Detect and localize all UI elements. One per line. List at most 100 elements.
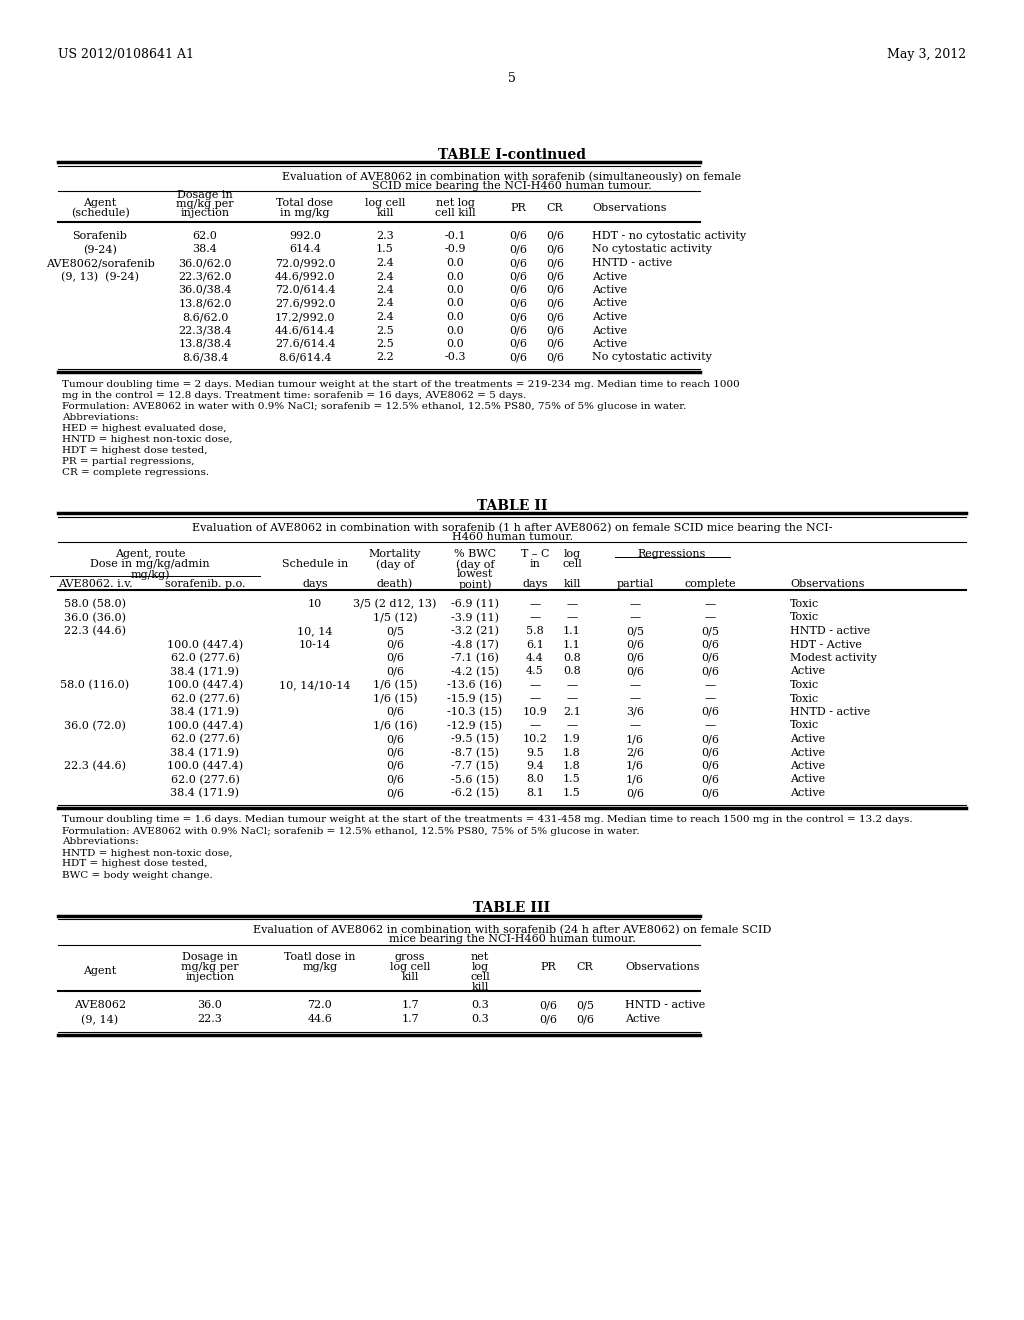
Text: 36.0: 36.0	[198, 1001, 222, 1011]
Text: (9, 14): (9, 14)	[82, 1015, 119, 1024]
Text: HNTD = highest non-toxic dose,: HNTD = highest non-toxic dose,	[62, 436, 232, 444]
Text: Active: Active	[592, 326, 627, 335]
Text: 0/6: 0/6	[386, 667, 404, 676]
Text: 0/6: 0/6	[546, 339, 564, 348]
Text: 9.5: 9.5	[526, 747, 544, 758]
Text: HDT = highest dose tested,: HDT = highest dose tested,	[62, 859, 208, 869]
Text: 2.5: 2.5	[376, 326, 394, 335]
Text: 36.0/38.4: 36.0/38.4	[178, 285, 231, 294]
Text: 0/6: 0/6	[701, 639, 719, 649]
Text: —: —	[529, 680, 541, 690]
Text: 0/6: 0/6	[509, 257, 527, 268]
Text: days: days	[302, 579, 328, 589]
Text: Toxic: Toxic	[790, 693, 819, 704]
Text: Active: Active	[592, 312, 627, 322]
Text: mice bearing the NCI-H460 human tumour.: mice bearing the NCI-H460 human tumour.	[389, 935, 635, 945]
Text: HDT = highest dose tested,: HDT = highest dose tested,	[62, 446, 208, 455]
Text: HED = highest evaluated dose,: HED = highest evaluated dose,	[62, 424, 226, 433]
Text: 1.5: 1.5	[563, 788, 581, 799]
Text: 72.0: 72.0	[307, 1001, 333, 1011]
Text: 0.0: 0.0	[446, 298, 464, 309]
Text: 62.0: 62.0	[193, 231, 217, 242]
Text: 0/5: 0/5	[386, 626, 404, 636]
Text: 4.5: 4.5	[526, 667, 544, 676]
Text: log: log	[471, 961, 488, 972]
Text: 992.0: 992.0	[289, 231, 321, 242]
Text: 62.0 (277.6): 62.0 (277.6)	[171, 734, 240, 744]
Text: 4.4: 4.4	[526, 653, 544, 663]
Text: 8.6/614.4: 8.6/614.4	[279, 352, 332, 363]
Text: 0/6: 0/6	[701, 747, 719, 758]
Text: 0/6: 0/6	[509, 326, 527, 335]
Text: 0/6: 0/6	[546, 272, 564, 281]
Text: CR = complete regressions.: CR = complete regressions.	[62, 469, 209, 477]
Text: —: —	[566, 612, 578, 623]
Text: HNTD = highest non-toxic dose,: HNTD = highest non-toxic dose,	[62, 849, 232, 858]
Text: 0/6: 0/6	[539, 1001, 557, 1011]
Text: 0/6: 0/6	[386, 734, 404, 744]
Text: 2.3: 2.3	[376, 231, 394, 242]
Text: —: —	[630, 693, 641, 704]
Text: Schedule in: Schedule in	[282, 558, 348, 569]
Text: 2.4: 2.4	[376, 312, 394, 322]
Text: 13.8/38.4: 13.8/38.4	[178, 339, 231, 348]
Text: -6.9 (11): -6.9 (11)	[451, 599, 499, 610]
Text: -0.1: -0.1	[444, 231, 466, 242]
Text: 5.8: 5.8	[526, 626, 544, 636]
Text: 1.7: 1.7	[401, 1015, 419, 1024]
Text: 6.1: 6.1	[526, 639, 544, 649]
Text: 3/5 (2 d12, 13): 3/5 (2 d12, 13)	[353, 599, 436, 610]
Text: 0/6: 0/6	[701, 708, 719, 717]
Text: -4.2 (15): -4.2 (15)	[451, 667, 499, 677]
Text: 62.0 (277.6): 62.0 (277.6)	[171, 693, 240, 704]
Text: net log: net log	[435, 198, 474, 209]
Text: 1/6 (16): 1/6 (16)	[373, 721, 417, 731]
Text: 0/6: 0/6	[386, 775, 404, 784]
Text: 10, 14/10-14: 10, 14/10-14	[280, 680, 351, 690]
Text: log cell: log cell	[390, 961, 430, 972]
Text: 36.0 (36.0): 36.0 (36.0)	[63, 612, 126, 623]
Text: 0/6: 0/6	[386, 639, 404, 649]
Text: point): point)	[459, 579, 492, 590]
Text: death): death)	[377, 579, 413, 589]
Text: -8.7 (15): -8.7 (15)	[451, 747, 499, 758]
Text: 0/6: 0/6	[539, 1015, 557, 1024]
Text: Active: Active	[790, 775, 825, 784]
Text: (9, 13)  (9-24): (9, 13) (9-24)	[61, 272, 139, 282]
Text: 1.1: 1.1	[563, 626, 581, 636]
Text: HDT - no cytostatic activity: HDT - no cytostatic activity	[592, 231, 746, 242]
Text: 0/6: 0/6	[546, 231, 564, 242]
Text: May 3, 2012: May 3, 2012	[887, 48, 966, 61]
Text: 0/6: 0/6	[509, 312, 527, 322]
Text: 0/6: 0/6	[701, 667, 719, 676]
Text: 0/6: 0/6	[509, 285, 527, 294]
Text: —: —	[529, 599, 541, 609]
Text: Active: Active	[592, 272, 627, 281]
Text: 0.0: 0.0	[446, 257, 464, 268]
Text: Active: Active	[790, 747, 825, 758]
Text: 10-14: 10-14	[299, 639, 331, 649]
Text: 1/6: 1/6	[626, 775, 644, 784]
Text: Active: Active	[625, 1015, 660, 1024]
Text: 0/6: 0/6	[626, 639, 644, 649]
Text: 36.0 (72.0): 36.0 (72.0)	[65, 721, 126, 731]
Text: 1/6 (15): 1/6 (15)	[373, 693, 417, 704]
Text: Active: Active	[790, 734, 825, 744]
Text: kill: kill	[563, 579, 581, 589]
Text: —: —	[630, 721, 641, 730]
Text: 2.4: 2.4	[376, 272, 394, 281]
Text: 72.0/614.4: 72.0/614.4	[274, 285, 335, 294]
Text: 38.4: 38.4	[193, 244, 217, 255]
Text: 0/6: 0/6	[509, 231, 527, 242]
Text: HNTD - active: HNTD - active	[790, 626, 870, 636]
Text: 1/5 (12): 1/5 (12)	[373, 612, 417, 623]
Text: (day of: (day of	[376, 558, 415, 569]
Text: 0/6: 0/6	[386, 788, 404, 799]
Text: gross: gross	[394, 952, 425, 961]
Text: 0.8: 0.8	[563, 667, 581, 676]
Text: 0/6: 0/6	[386, 762, 404, 771]
Text: Toxic: Toxic	[790, 680, 819, 690]
Text: -9.5 (15): -9.5 (15)	[451, 734, 499, 744]
Text: 3/6: 3/6	[626, 708, 644, 717]
Text: 0/6: 0/6	[626, 653, 644, 663]
